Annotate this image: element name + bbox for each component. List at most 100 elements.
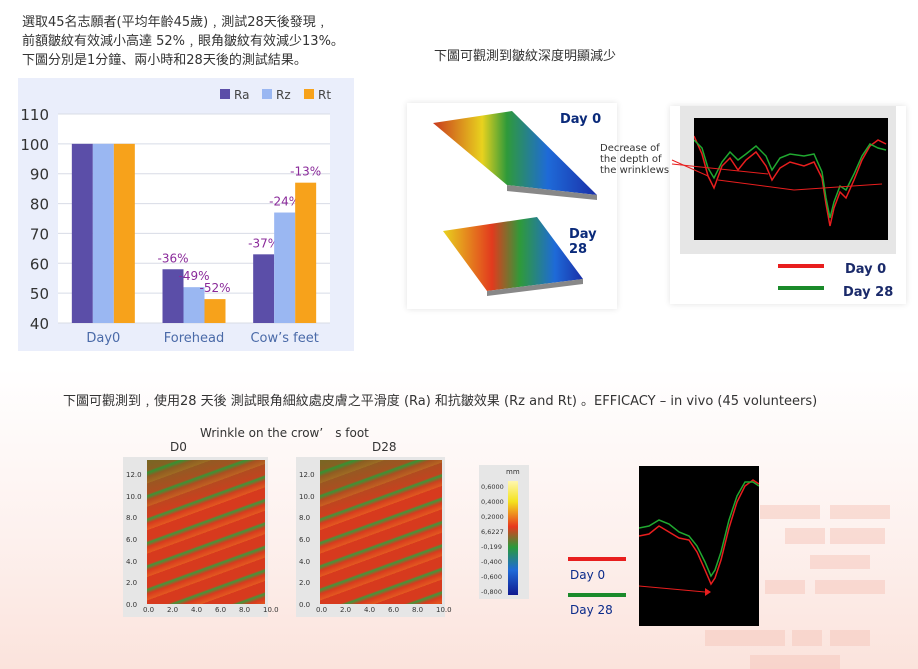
bar-data-label: -37% — [248, 236, 279, 250]
legend2-green-line — [568, 593, 626, 597]
surface-plots — [433, 111, 597, 296]
heatmap-x-tick: 2.0 — [340, 606, 352, 614]
decor-block — [765, 580, 805, 594]
y-tick-label: 80 — [30, 196, 49, 214]
decor-block — [750, 655, 840, 669]
heatmap-x-tick: 10.0 — [263, 606, 279, 614]
heatmap-x-tick: 2.0 — [167, 606, 179, 614]
scale-ticks: 0,6000 0,4000 0,2000 6,6227 -0,199 -0,400 -0,6… — [481, 481, 509, 597]
scale-tick-label: 0,2000 — [481, 513, 504, 521]
x-tick-label: Cow’s feet — [250, 331, 318, 346]
decor-block — [792, 630, 822, 646]
color-scale: mm 0,6000 0,4000 0,2000 6,6227 -0,199 -0,400 -… — [479, 465, 529, 599]
intro-line-2: 前額皺紋有效減小高達 52%﹐眼角皺紋有效減少13%。 — [22, 34, 344, 49]
bar-data-label: -24% — [269, 195, 300, 209]
y-tick-label: 50 — [30, 285, 49, 303]
intro-line-3: 下圖分別是1分鐘、兩小時和28天後的測試結果。 — [22, 53, 307, 68]
bar-rz-2 — [274, 212, 296, 323]
profile-plot — [693, 118, 888, 240]
legend-red-line — [778, 264, 824, 268]
surface-day0 — [433, 111, 597, 195]
y-tick-label: 90 — [30, 166, 49, 184]
legend-label-ra: Ra — [234, 88, 249, 102]
annotation-line-3: the wrinklews — [600, 165, 670, 176]
heatmap-x-tick: 6.0 — [215, 606, 227, 614]
decor-block — [830, 505, 890, 519]
bar-data-label: -49% — [178, 269, 209, 283]
heatmap-d28-xaxis: 0.0 2.0 4.0 6.0 8.0 10.0 — [316, 606, 452, 616]
scale-tick-label: -0,199 — [481, 543, 502, 551]
profile-panel: Day 0 Day 28 — [670, 106, 906, 304]
bar-chart-panel: 40 50 60 70 80 90 100 110 Ra Rz Rt Day0 -36% -49% -52%… — [18, 78, 354, 351]
y-tick-label: 40 — [30, 315, 49, 333]
y-tick-label: 60 — [30, 255, 49, 273]
heatmap-d0-xaxis: 0.0 2.0 4.0 6.0 8.0 10.0 — [143, 606, 279, 616]
crowfoot-d0-label: D0 — [170, 440, 187, 454]
bar-ra-2 — [253, 254, 275, 323]
heatmap-d28 — [320, 460, 442, 604]
heatmap-x-tick: 4.0 — [364, 606, 376, 614]
heatmap-x-tick: 6.0 — [388, 606, 400, 614]
heatmap-y-tick: 8.0 — [299, 514, 311, 523]
bar-data-label: -52% — [199, 281, 230, 295]
decor-block — [760, 505, 820, 519]
intro-text: 選取45名志願者(平均年齡45歲)﹐測試28天後發現﹐ 前額皺紋有效減小高達 5… — [22, 13, 344, 70]
legend-label-rz: Rz — [276, 88, 291, 102]
heatmap-x-tick: 10.0 — [436, 606, 452, 614]
bar-ra-0 — [71, 143, 93, 323]
heatmap-y-tick: 2.0 — [126, 579, 138, 588]
bar-rz-0 — [92, 143, 114, 323]
legend-swatch-rt — [304, 89, 314, 99]
profile2-lines — [638, 479, 760, 596]
surface-day28 — [443, 217, 583, 291]
crowfoot-d28-label: D28 — [372, 440, 397, 454]
legend-swatch-ra — [220, 89, 230, 99]
heatmap-d0-frame: 12.0 10.0 8.0 6.0 4.0 2.0 0.0 0.0 2.0 4.0 6.0 8.0 1… — [123, 457, 279, 617]
profile-day0-label: Day 0 — [845, 262, 887, 277]
bar-rt-0 — [113, 143, 135, 323]
heatmap-y-tick: 4.0 — [299, 557, 311, 566]
heatmap-y-tick: 6.0 — [299, 536, 311, 544]
scale-tick-label: 0,4000 — [481, 498, 504, 506]
surface-day28-label: Day 28 — [569, 227, 597, 257]
heatmap-x-tick: 8.0 — [239, 606, 251, 614]
legend-swatch-rz — [262, 89, 272, 99]
heatmap-y-tick: 12.0 — [126, 471, 142, 479]
bar-rt-1 — [204, 299, 226, 323]
profile2-day0-label: Day 0 — [570, 568, 606, 582]
profile-lines — [693, 135, 887, 227]
decor-block — [785, 528, 825, 544]
heatmap-y-tick: 0.0 — [299, 601, 311, 609]
legend-label-rt: Rt — [318, 88, 331, 102]
scale-bar — [508, 481, 518, 595]
heatmap-d0 — [147, 460, 265, 604]
crowfoot-title: Wrinkle on the crow’ s foot — [200, 426, 369, 440]
decor-block — [810, 555, 870, 569]
heatmap-x-tick: 8.0 — [412, 606, 424, 614]
caption-depth: 下圖可觀測到皺紋深度明顯減少 — [434, 49, 617, 64]
decor-block — [815, 580, 885, 594]
scale-tick-label: -0,400 — [481, 558, 502, 566]
x-tick-label: Day0 — [86, 331, 120, 346]
heatmap-y-tick: 8.0 — [126, 514, 138, 523]
heatmap-d28-frame: 12.0 10.0 8.0 6.0 4.0 2.0 0.0 0.0 2.0 4.0 6.0 8.0 1… — [296, 457, 452, 617]
heatmap-x-tick: 0.0 — [143, 606, 155, 614]
heatmap-y-tick: 0.0 — [126, 601, 138, 609]
heatmap-y-tick: 12.0 — [299, 471, 315, 479]
annotation-arrows — [671, 159, 769, 177]
scale-tick-label: -0,600 — [481, 573, 502, 581]
heatmap-d0-yaxis: 12.0 10.0 8.0 6.0 4.0 2.0 0.0 — [126, 471, 146, 611]
scale-tick-label: 6,6227 — [481, 528, 504, 536]
y-tick-label: 100 — [20, 136, 49, 154]
profile2-plot — [638, 466, 760, 626]
bar-rz-1 — [183, 287, 205, 323]
heatmap-y-tick: 10.0 — [299, 492, 315, 501]
intro-line-1: 選取45名志願者(平均年齡45歲)﹐測試28天後發現﹐ — [22, 15, 329, 30]
scale-tick-label: -0,800 — [481, 588, 502, 596]
bar-data-label: -13% — [290, 165, 321, 179]
heatmap-y-tick: 2.0 — [299, 579, 311, 588]
profile-day28-label: Day 28 — [843, 285, 894, 300]
legend-green-line — [778, 286, 824, 290]
bar-rt-2 — [295, 182, 317, 323]
heatmap-d28-yaxis: 12.0 10.0 8.0 6.0 4.0 2.0 0.0 — [299, 471, 319, 611]
